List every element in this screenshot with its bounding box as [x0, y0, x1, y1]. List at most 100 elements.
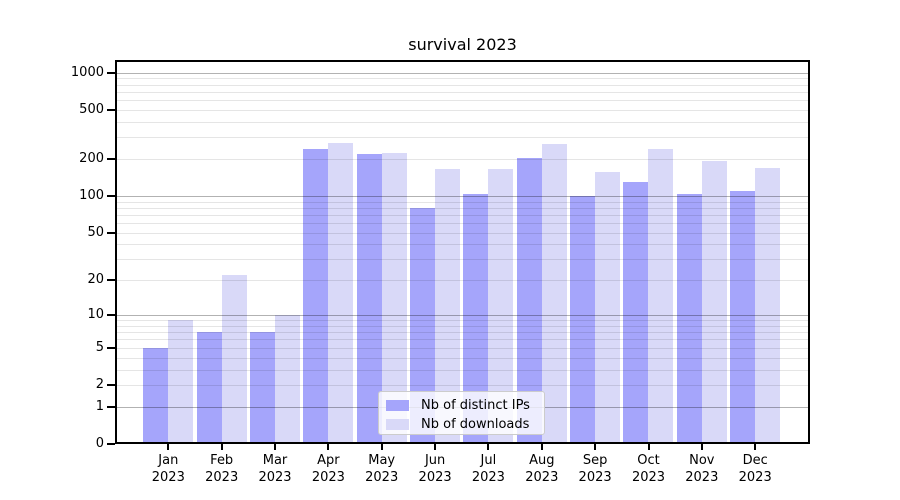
bar-distinct-ips-apr: [303, 149, 329, 444]
minor-gridline-500: [115, 109, 810, 111]
x-tick-label-feb: Feb 2023: [192, 452, 252, 486]
x-tick-mark-apr: [327, 444, 330, 450]
bar-downloads-mar: [275, 315, 300, 444]
y-tick-mark-50: [107, 231, 115, 234]
minor-gridline-50: [115, 232, 810, 234]
minor-gridline-7: [115, 332, 810, 334]
x-tick-month-dec: Dec: [742, 453, 768, 468]
x-tick-year-dec: 2023: [738, 470, 772, 485]
major-gridline-10: [115, 315, 810, 317]
x-tick-label-jul: Jul 2023: [458, 452, 518, 486]
x-tick-label-mar: Mar 2023: [245, 452, 305, 486]
bar-distinct-ips-dec: [730, 190, 756, 444]
x-tick-mark-oct: [647, 444, 650, 450]
y-tick-mark-100: [107, 194, 115, 197]
x-tick-mark-jul: [487, 444, 490, 450]
minor-gridline-6: [115, 339, 810, 341]
y-tick-mark-500: [107, 108, 115, 111]
x-tick-month-feb: Feb: [210, 453, 234, 468]
x-tick-year-sep: 2023: [578, 470, 612, 485]
y-tick-mark-10: [107, 314, 115, 317]
x-tick-month-sep: Sep: [582, 453, 608, 468]
x-tick-month-jun: Jun: [424, 453, 446, 468]
x-tick-label-may: May 2023: [352, 452, 412, 486]
chart-title: survival 2023: [408, 35, 517, 54]
right-spine: [808, 60, 810, 444]
bar-downloads-oct: [648, 149, 674, 444]
x-tick-mark-sep: [594, 444, 597, 450]
bar-distinct-ips-nov: [676, 193, 702, 444]
x-tick-year-nov: 2023: [685, 470, 719, 485]
minor-gridline-700: [115, 91, 810, 93]
y-tick-label-100: 100: [79, 187, 104, 203]
y-tick-mark-1000: [107, 71, 115, 74]
bar-distinct-ips-may: [356, 154, 382, 444]
legend-entry-downloads: Nb of downloads: [379, 415, 544, 434]
legend-label-distinct-ips: Nb of distinct IPs: [421, 398, 530, 413]
minor-gridline-200: [115, 158, 810, 160]
bar-downloads-aug: [541, 143, 567, 444]
x-tick-year-feb: 2023: [205, 470, 239, 485]
legend: Nb of distinct IPs Nb of downloads: [378, 391, 545, 435]
y-tick-mark-0: [107, 443, 115, 445]
x-tick-year-oct: 2023: [631, 470, 666, 485]
x-tick-mark-jan: [167, 444, 170, 450]
minor-gridline-70: [115, 214, 810, 216]
major-gridline-100: [115, 195, 810, 197]
x-tick-mark-nov: [700, 444, 703, 450]
left-spine: [115, 60, 117, 444]
x-tick-month-mar: Mar: [262, 453, 288, 468]
minor-gridline-8: [115, 325, 810, 327]
minor-gridline-300: [115, 137, 810, 139]
y-tick-label-5: 5: [95, 339, 104, 355]
minor-gridline-600: [115, 100, 810, 101]
bar-downloads-dec: [755, 167, 781, 444]
minor-gridline-80: [115, 207, 810, 209]
minor-gridline-20: [115, 280, 810, 282]
bar-distinct-ips-jan: [143, 347, 169, 444]
y-tick-label-50: 50: [87, 224, 104, 240]
y-tick-mark-20: [107, 279, 115, 282]
x-tick-label-sep: Sep 2023: [565, 452, 625, 486]
y-tick-label-0: 0: [95, 436, 104, 451]
x-tick-year-jan: 2023: [151, 470, 185, 485]
minor-gridline-90: [115, 201, 810, 203]
x-tick-year-mar: 2023: [258, 470, 292, 485]
minor-gridline-900: [115, 78, 810, 80]
bar-distinct-ips-mar: [250, 332, 275, 444]
minor-gridline-5: [115, 347, 810, 349]
x-tick-year-aug: 2023: [525, 470, 559, 485]
legend-swatch-distinct-ips: [386, 400, 409, 411]
x-tick-month-nov: Nov: [689, 453, 715, 468]
y-tick-label-2: 2: [95, 376, 104, 392]
x-tick-year-apr: 2023: [311, 470, 345, 485]
minor-gridline-9: [115, 320, 810, 322]
minor-gridline-2: [115, 384, 810, 386]
y-tick-mark-200: [107, 157, 115, 160]
x-tick-month-may: May: [368, 453, 396, 468]
y-tick-label-500: 500: [79, 101, 104, 117]
x-tick-label-apr: Apr 2023: [298, 452, 358, 486]
legend-label-downloads: Nb of downloads: [421, 417, 530, 432]
bar-downloads-feb: [221, 275, 247, 444]
x-tick-mark-may: [380, 444, 383, 450]
y-tick-label-10: 10: [87, 307, 104, 323]
legend-entry-distinct-ips: Nb of distinct IPs: [379, 396, 544, 415]
bar-downloads-nov: [701, 161, 727, 444]
minor-gridline-800: [115, 84, 810, 86]
x-tick-label-jun: Jun 2023: [405, 452, 465, 486]
bar-distinct-ips-feb: [196, 332, 222, 444]
x-tick-mark-jun: [434, 444, 437, 450]
minor-gridline-4: [115, 357, 810, 359]
bar-distinct-ips-oct: [623, 181, 649, 444]
x-tick-month-apr: Apr: [317, 453, 340, 468]
bar-distinct-ips-sep: [570, 195, 596, 444]
x-tick-label-nov: Nov 2023: [672, 452, 732, 486]
y-tick-label-20: 20: [87, 272, 104, 288]
y-tick-mark-5: [107, 346, 115, 349]
y-tick-label-1: 1: [95, 398, 104, 414]
x-tick-year-jun: 2023: [418, 470, 452, 485]
plot-area: Nb of distinct IPs Nb of downloads: [115, 60, 810, 444]
bottom-spine: [115, 442, 810, 444]
